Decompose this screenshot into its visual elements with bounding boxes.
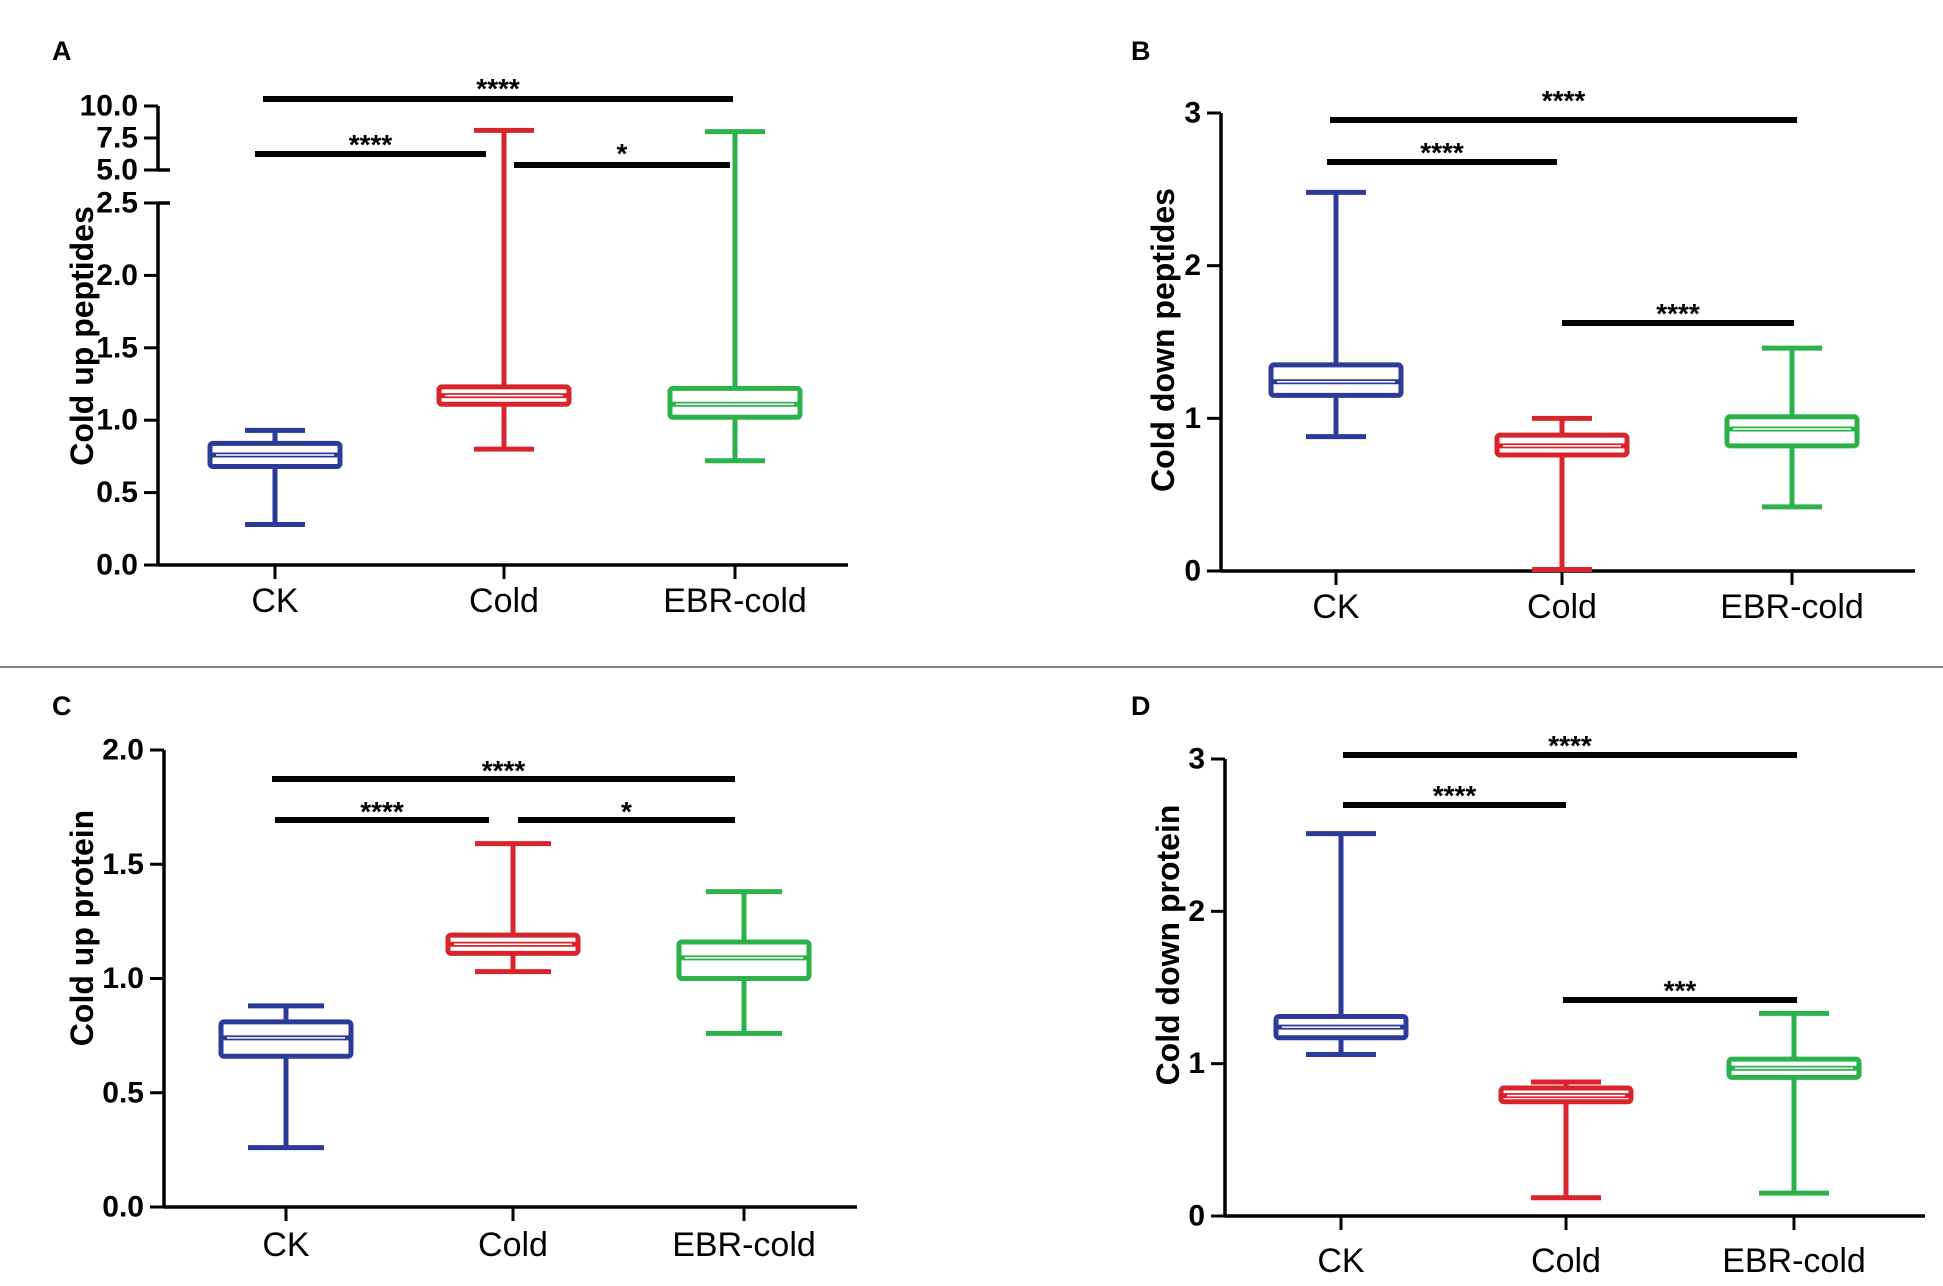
panel-b: B Cold down peptides 0 1 2 3 CK Cold EBR-cold ***… bbox=[1131, 36, 1915, 626]
y-tick-label: 1.5 bbox=[102, 848, 144, 881]
box-ebr-cold bbox=[676, 889, 812, 1036]
significance-ck-vs-cold: **** bbox=[275, 796, 489, 827]
significance-label: **** bbox=[1548, 730, 1592, 761]
panel-letter: A bbox=[52, 36, 72, 66]
significance-ck-vs-cold: **** bbox=[1327, 137, 1557, 168]
significance-cold-vs-ebr-cold: **** bbox=[1562, 298, 1794, 329]
y-tick-label: 0.5 bbox=[102, 1076, 144, 1109]
y-tick-label: 0.0 bbox=[102, 1191, 144, 1224]
significance-label: **** bbox=[1542, 85, 1586, 116]
significance-label: **** bbox=[1656, 298, 1700, 329]
y-tick-label: 2.0 bbox=[96, 259, 138, 292]
significance-ck-vs-ebr-cold: **** bbox=[1330, 85, 1797, 123]
y-tick-label: 0.0 bbox=[96, 549, 138, 582]
x-tick-label-ebr-cold: EBR-cold bbox=[672, 1226, 816, 1264]
y-tick-label: 2.0 bbox=[102, 734, 144, 767]
y-tick-label: 1 bbox=[1188, 1047, 1205, 1080]
significance-ck-vs-cold: **** bbox=[1343, 780, 1566, 811]
significance-label: *** bbox=[1664, 975, 1697, 1006]
y-tick-label: 1.0 bbox=[96, 404, 138, 437]
significance-ck-vs-ebr-cold: **** bbox=[263, 73, 733, 104]
significance-label: **** bbox=[482, 755, 526, 786]
y-tick-label: 7.5 bbox=[96, 122, 138, 155]
y-axis-label: Cold down peptides bbox=[1145, 188, 1181, 492]
box-ck bbox=[1268, 189, 1404, 440]
x-tick-label-ck: CK bbox=[262, 1226, 310, 1264]
significance-ck-vs-cold: **** bbox=[255, 129, 486, 160]
box-cold bbox=[436, 127, 572, 452]
panel-a: A Cold up peptides 0.0 0.5 1.0 1.5 2.0 2.55.07.… bbox=[52, 36, 848, 620]
significance-cold-vs-ebr-cold: * bbox=[518, 796, 735, 827]
x-tick-label-ck: CK bbox=[1312, 588, 1360, 626]
significance-cold-vs-ebr-cold: * bbox=[514, 138, 730, 169]
y-tick-label: 2 bbox=[1184, 249, 1201, 282]
significance-ck-vs-ebr-cold: **** bbox=[1343, 730, 1797, 761]
y-tick-label: 1 bbox=[1184, 402, 1201, 435]
panel-c: C Cold up protein 0.0 0.5 1.0 1.5 2.0 CK Cold EBR… bbox=[52, 691, 857, 1264]
box-ck bbox=[218, 1003, 354, 1151]
y-tick-label: 1.0 bbox=[102, 962, 144, 995]
significance-label: **** bbox=[360, 796, 404, 827]
y-tick-label: 10.0 bbox=[80, 90, 138, 123]
panel-letter: C bbox=[52, 691, 72, 721]
y-tick-label: 5.0 bbox=[96, 154, 138, 187]
y-tick-label: 3 bbox=[1188, 743, 1205, 776]
box-ck bbox=[1273, 831, 1409, 1058]
box-ebr-cold bbox=[1726, 1010, 1862, 1196]
y-tick-label: 0 bbox=[1184, 555, 1201, 588]
x-tick-label-cold: Cold bbox=[1527, 588, 1597, 626]
x-tick-label-cold: Cold bbox=[478, 1226, 548, 1264]
y-tick-label: 3 bbox=[1184, 97, 1201, 130]
y-tick-label: 2.5 bbox=[96, 187, 138, 220]
x-tick-label-cold: Cold bbox=[1531, 1242, 1601, 1280]
significance-label: * bbox=[621, 796, 632, 827]
x-tick-label-ebr-cold: EBR-cold bbox=[663, 582, 807, 620]
x-tick-label-ebr-cold: EBR-cold bbox=[1720, 588, 1864, 626]
y-tick-label: 1.5 bbox=[96, 331, 138, 364]
box-ebr-cold bbox=[1724, 345, 1860, 510]
y-axis-label: Cold up peptides bbox=[64, 206, 100, 466]
y-axis-label: Cold down protein bbox=[1150, 805, 1186, 1086]
y-tick-label: 2 bbox=[1188, 895, 1205, 928]
significance-ck-vs-ebr-cold: **** bbox=[272, 755, 735, 786]
significance-label: **** bbox=[476, 73, 520, 104]
box-ebr-cold bbox=[667, 129, 803, 464]
x-tick-label-ck: CK bbox=[1317, 1242, 1365, 1280]
y-tick-label: 0.5 bbox=[96, 476, 138, 509]
box-cold bbox=[1494, 415, 1630, 572]
panel-letter: B bbox=[1131, 36, 1151, 66]
panel-letter: D bbox=[1131, 691, 1151, 721]
significance-label: **** bbox=[1433, 780, 1477, 811]
significance-cold-vs-ebr-cold: *** bbox=[1563, 975, 1797, 1006]
significance-label: **** bbox=[1420, 137, 1464, 168]
y-axis-label: Cold up protein bbox=[64, 810, 100, 1046]
y-tick-label: 0 bbox=[1188, 1200, 1205, 1233]
box-cold bbox=[1498, 1079, 1634, 1201]
significance-label: * bbox=[617, 138, 628, 169]
x-tick-label-cold: Cold bbox=[469, 582, 539, 620]
x-tick-label-ebr-cold: EBR-cold bbox=[1722, 1242, 1866, 1280]
x-tick-label-ck: CK bbox=[251, 582, 299, 620]
box-ck bbox=[207, 427, 343, 527]
box-cold bbox=[445, 841, 581, 975]
significance-label: **** bbox=[349, 129, 393, 160]
